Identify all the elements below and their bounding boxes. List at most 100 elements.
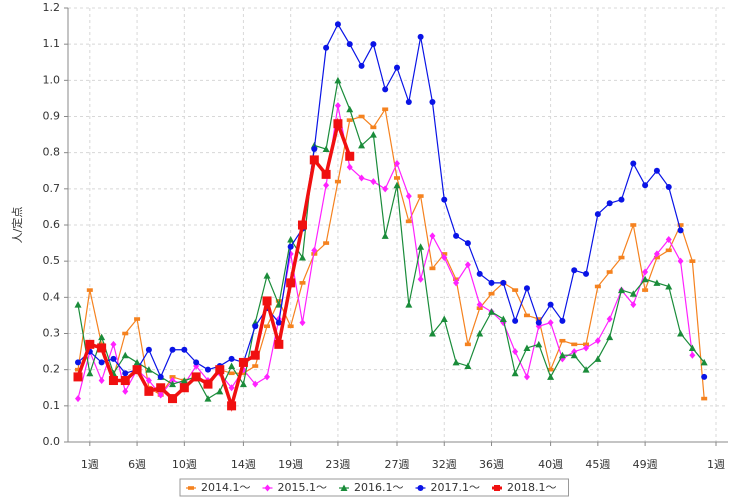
point bbox=[417, 243, 425, 250]
x-tick-label: 6週 bbox=[128, 458, 146, 471]
point bbox=[264, 484, 271, 492]
legend-label: 2014.1～ bbox=[201, 481, 251, 494]
point bbox=[169, 375, 176, 379]
point bbox=[286, 278, 296, 288]
point bbox=[252, 380, 259, 388]
point bbox=[358, 141, 366, 149]
point bbox=[85, 339, 95, 349]
point bbox=[264, 373, 271, 381]
point bbox=[216, 387, 224, 395]
x-tick-label: 19週 bbox=[278, 458, 303, 471]
point bbox=[547, 373, 555, 380]
point bbox=[346, 105, 354, 113]
point bbox=[227, 401, 237, 411]
point bbox=[677, 227, 684, 234]
point bbox=[382, 185, 389, 193]
point bbox=[700, 358, 708, 366]
point bbox=[394, 64, 400, 71]
point bbox=[688, 344, 696, 351]
point bbox=[393, 181, 401, 189]
point bbox=[252, 323, 259, 330]
point bbox=[108, 376, 118, 386]
y-axis-label: 人/定点 bbox=[10, 207, 24, 244]
point bbox=[144, 386, 154, 396]
point bbox=[98, 333, 106, 341]
point bbox=[381, 232, 389, 239]
point bbox=[571, 342, 578, 347]
point bbox=[453, 232, 460, 239]
point bbox=[547, 301, 554, 308]
point bbox=[630, 301, 637, 309]
point bbox=[193, 359, 200, 366]
point bbox=[275, 301, 283, 308]
point bbox=[157, 391, 164, 399]
point bbox=[583, 342, 590, 347]
point bbox=[309, 155, 319, 165]
point bbox=[476, 301, 483, 309]
point bbox=[689, 259, 696, 263]
point bbox=[441, 196, 448, 203]
point bbox=[488, 279, 495, 286]
y-tick-label: 0.8 bbox=[43, 146, 61, 159]
point bbox=[86, 288, 93, 292]
point bbox=[334, 76, 342, 84]
y-tick-label: 1.0 bbox=[43, 73, 61, 86]
point bbox=[606, 200, 613, 207]
point bbox=[512, 288, 519, 292]
point bbox=[606, 270, 613, 274]
point bbox=[642, 182, 649, 189]
point bbox=[701, 396, 708, 401]
point bbox=[275, 319, 282, 326]
point bbox=[464, 240, 471, 247]
point bbox=[169, 380, 177, 388]
x-tick-label: 36週 bbox=[479, 458, 504, 471]
point bbox=[204, 366, 211, 373]
point bbox=[369, 131, 377, 138]
point bbox=[110, 340, 117, 348]
point bbox=[323, 44, 330, 51]
point bbox=[299, 281, 306, 285]
point bbox=[523, 285, 530, 292]
point bbox=[452, 358, 460, 366]
point bbox=[394, 160, 400, 168]
point bbox=[334, 102, 341, 110]
point bbox=[630, 223, 637, 227]
point bbox=[429, 266, 436, 271]
point bbox=[583, 344, 590, 352]
point bbox=[512, 317, 519, 324]
point bbox=[617, 286, 625, 294]
point bbox=[299, 319, 306, 327]
point bbox=[499, 315, 507, 323]
point bbox=[179, 383, 189, 393]
point bbox=[203, 379, 213, 389]
point bbox=[653, 255, 660, 260]
point bbox=[476, 270, 483, 277]
point bbox=[132, 365, 142, 375]
point bbox=[75, 395, 81, 403]
point bbox=[323, 181, 330, 189]
point bbox=[405, 301, 413, 308]
point bbox=[559, 338, 566, 343]
point bbox=[228, 362, 236, 370]
point bbox=[535, 340, 543, 348]
point bbox=[169, 346, 176, 353]
point bbox=[75, 367, 81, 372]
point bbox=[500, 279, 507, 286]
point bbox=[558, 351, 566, 359]
point bbox=[298, 254, 306, 261]
point bbox=[228, 371, 235, 376]
point bbox=[191, 372, 201, 382]
point bbox=[250, 350, 260, 360]
point bbox=[606, 333, 614, 341]
point bbox=[488, 291, 495, 296]
point bbox=[535, 319, 542, 326]
point bbox=[287, 250, 294, 258]
x-tick-label: 40週 bbox=[538, 458, 563, 471]
point bbox=[180, 377, 188, 384]
point bbox=[701, 373, 708, 380]
point bbox=[523, 344, 531, 351]
point bbox=[665, 184, 672, 191]
point bbox=[405, 192, 412, 200]
point bbox=[169, 377, 176, 385]
point bbox=[665, 282, 673, 290]
